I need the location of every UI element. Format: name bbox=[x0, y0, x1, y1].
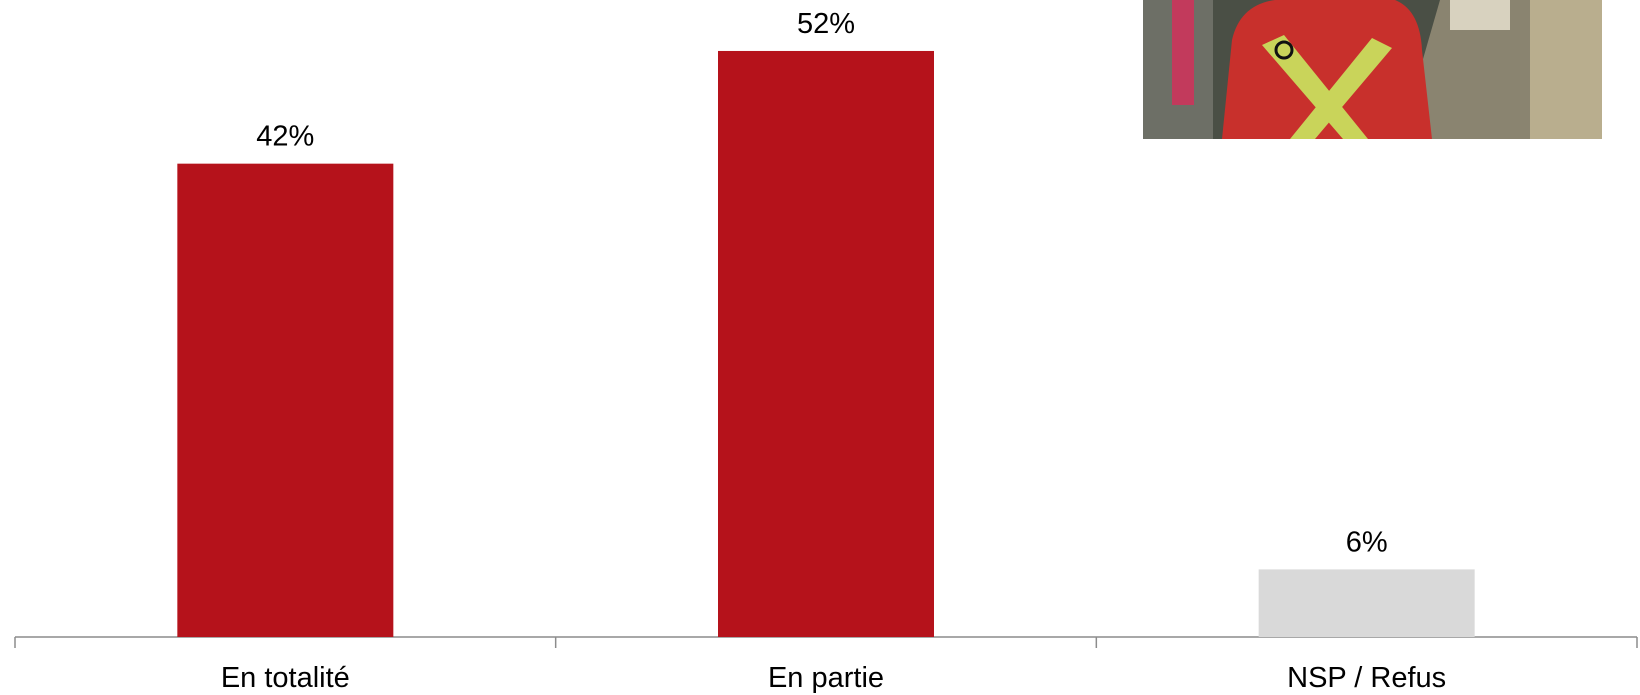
value-label: 6% bbox=[1346, 526, 1388, 558]
bar bbox=[718, 50, 934, 637]
x-tick-label: NSP / Refus bbox=[1287, 662, 1446, 694]
x-tick-label: En totalité bbox=[221, 662, 350, 694]
bar bbox=[1258, 569, 1475, 637]
value-label: 52% bbox=[797, 8, 855, 40]
photo bbox=[1143, 0, 1602, 139]
bar bbox=[177, 163, 394, 637]
value-label: 42% bbox=[256, 121, 314, 153]
x-tick-label: En partie bbox=[768, 662, 884, 694]
